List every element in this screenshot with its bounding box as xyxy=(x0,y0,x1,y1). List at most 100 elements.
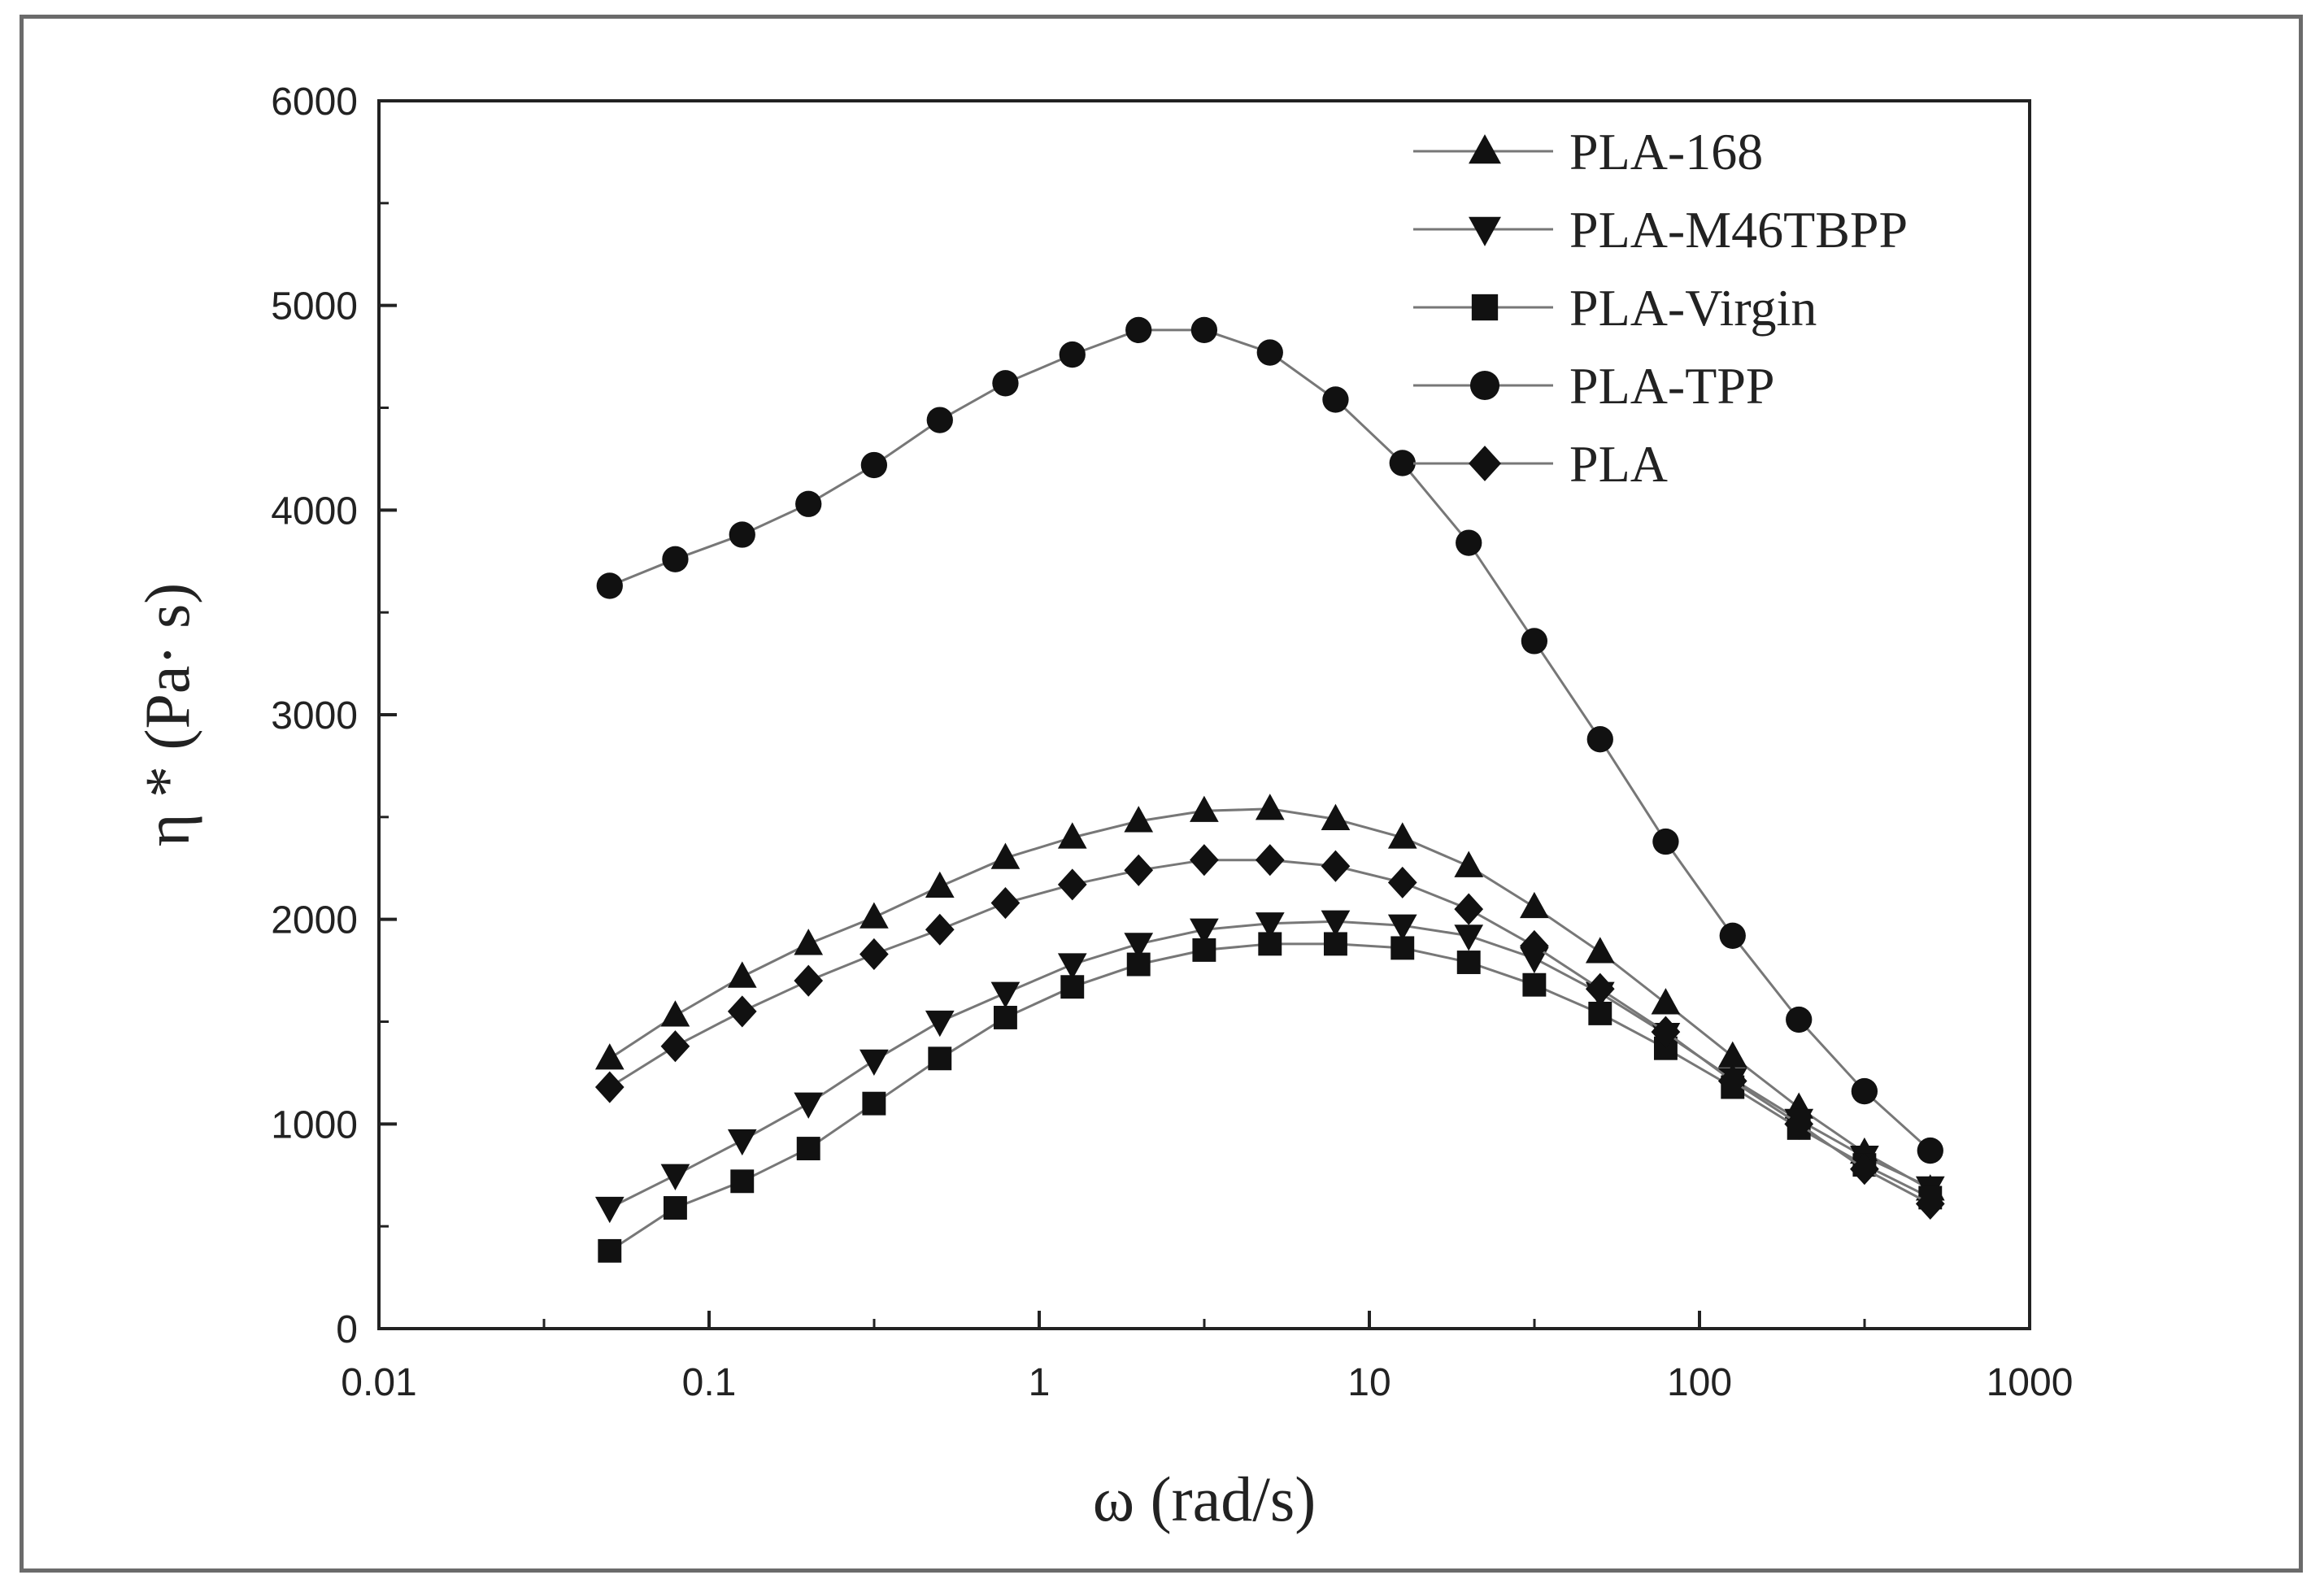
data-point xyxy=(660,1000,690,1027)
data-point xyxy=(1126,952,1151,977)
data-point xyxy=(1124,806,1154,833)
legend-label: PLA-TPP xyxy=(1569,357,1775,415)
data-point xyxy=(1651,1016,1681,1048)
data-point xyxy=(1454,851,1484,877)
series-line xyxy=(609,328,1931,1152)
data-point xyxy=(1322,386,1349,413)
data-point xyxy=(860,451,888,479)
data-point xyxy=(1059,341,1086,368)
data-point xyxy=(1387,914,1417,941)
data-point xyxy=(1190,795,1219,822)
data-point xyxy=(1652,828,1679,855)
data-point xyxy=(727,961,757,988)
data-point xyxy=(860,1049,889,1077)
data-point xyxy=(1456,529,1482,556)
data-point xyxy=(993,1006,1017,1029)
legend-label: PLA-Virgin xyxy=(1569,279,1817,337)
data-point xyxy=(1915,1187,1945,1220)
data-point xyxy=(1786,1006,1813,1033)
data-point xyxy=(990,842,1021,869)
data-point xyxy=(729,521,755,548)
data-point xyxy=(1255,794,1285,820)
data-point xyxy=(1255,912,1285,939)
legend: PLA-168 PLA-M46TBPP PLA-Virgin PLA-TPP PLA xyxy=(1413,123,1908,493)
data-point xyxy=(1321,850,1351,882)
legend-label: PLA-M46TBPP xyxy=(1569,201,1908,259)
data-point xyxy=(1255,844,1285,877)
data-point xyxy=(990,886,1021,920)
data-point xyxy=(1917,1137,1943,1164)
data-point xyxy=(1784,1107,1814,1140)
data-point xyxy=(925,913,955,946)
data-point xyxy=(1651,988,1681,1015)
x-tick-label: 0.1 xyxy=(682,1361,737,1404)
data-point xyxy=(1520,929,1549,962)
y-axis-title: η * (Pa· s) xyxy=(132,583,202,847)
data-point xyxy=(594,1071,625,1103)
data-point xyxy=(796,1137,820,1160)
legend-marker xyxy=(1469,370,1500,401)
data-point xyxy=(1454,893,1484,925)
data-point xyxy=(1851,1077,1878,1105)
data-point xyxy=(594,1043,625,1070)
data-point xyxy=(1124,933,1154,959)
data-point xyxy=(1125,316,1152,344)
data-point xyxy=(1321,910,1351,937)
data-point xyxy=(1522,972,1547,997)
data-point xyxy=(1057,868,1087,901)
data-point xyxy=(1588,1001,1612,1025)
y-tick-label: 0 xyxy=(336,1308,358,1351)
data-point xyxy=(1719,922,1746,949)
y-tick-label: 5000 xyxy=(271,285,358,328)
data-point xyxy=(1717,1041,1747,1068)
data-point xyxy=(794,964,824,997)
data-point xyxy=(1192,938,1216,962)
data-point xyxy=(1190,316,1218,344)
data-point xyxy=(1124,854,1154,886)
legend-item: PLA-TPP xyxy=(1413,357,1775,415)
x-axis-title: ω (rad/s) xyxy=(1093,1464,1316,1534)
data-point xyxy=(1456,951,1481,974)
data-point xyxy=(1585,937,1615,964)
y-tick-label: 1000 xyxy=(271,1103,358,1146)
data-point xyxy=(1060,975,1085,999)
data-point xyxy=(663,1196,687,1220)
data-point xyxy=(660,1164,690,1190)
data-point xyxy=(598,1238,622,1263)
data-point xyxy=(794,929,824,955)
data-point xyxy=(1586,726,1613,753)
data-point xyxy=(926,407,953,433)
data-point xyxy=(1521,628,1548,655)
x-tick-label: 100 xyxy=(1667,1361,1732,1404)
data-point xyxy=(1256,339,1283,366)
data-point xyxy=(1390,936,1415,960)
data-point xyxy=(1454,925,1484,951)
legend-item: PLA-M46TBPP xyxy=(1413,201,1908,259)
data-point xyxy=(727,1129,757,1156)
data-point xyxy=(1585,972,1615,1005)
data-point xyxy=(925,871,955,898)
data-point xyxy=(1323,932,1347,956)
x-tick-label: 10 xyxy=(1347,1361,1390,1404)
series-pla xyxy=(594,844,1945,1220)
data-point xyxy=(992,370,1019,397)
series-pla-tpp xyxy=(596,316,1943,1164)
y-tick-label: 6000 xyxy=(271,80,358,124)
data-point xyxy=(794,1092,824,1119)
legend-marker xyxy=(1469,134,1501,164)
data-point xyxy=(1850,1153,1879,1186)
legend-marker xyxy=(1469,216,1501,246)
data-point xyxy=(1190,918,1219,945)
data-point xyxy=(1057,953,1087,980)
data-point xyxy=(862,1091,886,1116)
legend-label: PLA xyxy=(1569,435,1668,493)
data-point xyxy=(990,981,1021,1008)
data-point xyxy=(660,1030,690,1063)
data-point xyxy=(1387,822,1417,849)
data-point xyxy=(1321,803,1351,830)
data-point xyxy=(928,1046,952,1071)
data-point xyxy=(860,938,889,970)
y-tick-label: 3000 xyxy=(271,694,358,737)
legend-item: PLA-Virgin xyxy=(1413,279,1817,337)
